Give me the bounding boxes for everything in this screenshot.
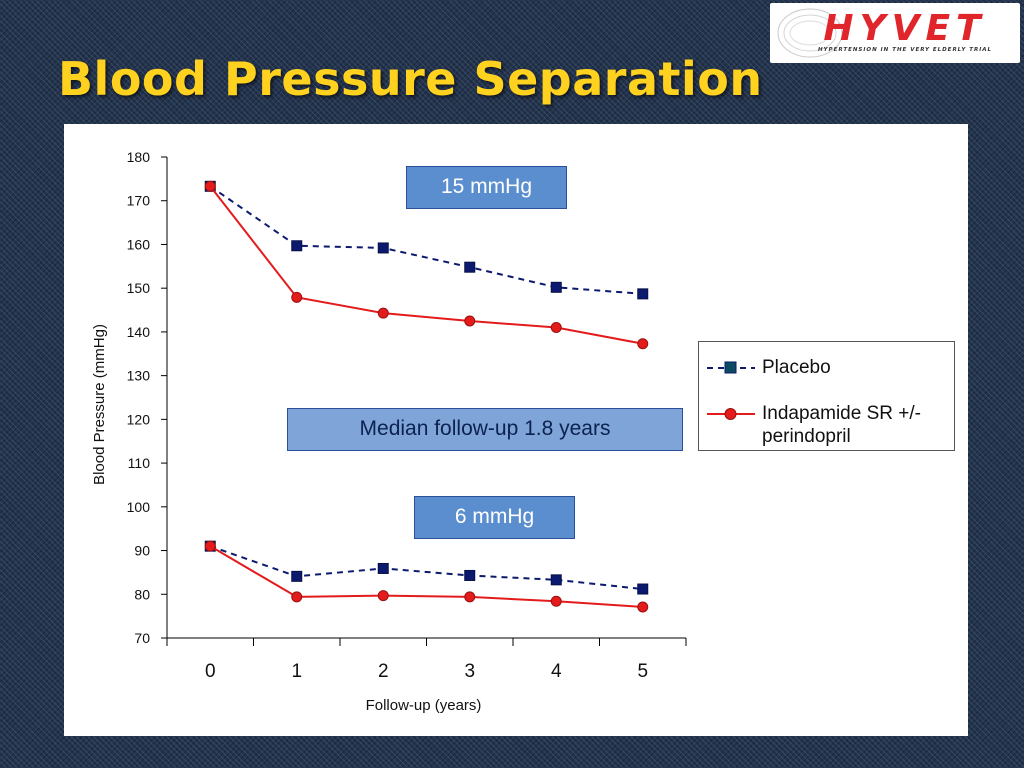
data-point-placebo-systolic [464,261,476,273]
y-tick-label: 80 [134,586,150,602]
y-axis-label: Blood Pressure (mmHg) [91,324,108,485]
x-tick-label: 2 [378,661,389,682]
data-point-indapamide-systolic [637,338,649,350]
y-tick-label: 90 [134,543,150,559]
data-point-placebo-diastolic [464,569,476,581]
series-line-indapamide-diastolic [209,545,643,608]
data-point-placebo-diastolic [637,583,649,595]
median-followup-callout: Median follow-up 1.8 years [287,408,683,451]
series-line-indapamide-systolic [209,185,643,345]
data-point-placebo-systolic [637,288,649,300]
slide-title: Blood Pressure Separation [58,52,763,106]
data-point-indapamide-systolic [377,307,389,319]
y-tick-label: 120 [127,411,151,427]
data-point-placebo-systolic [291,240,303,252]
y-tick-label: 140 [127,324,151,340]
y-tick-label: 110 [128,455,151,471]
legend-symbol-placebo-icon [707,361,755,374]
data-point-indapamide-diastolic [377,590,389,602]
x-axis-label: Follow-up (years) [366,697,482,714]
y-tick-label: 160 [127,236,151,252]
x-tick-label: 0 [205,661,216,682]
legend-label-placebo: Placebo [762,357,831,378]
y-tick-label: 170 [127,193,151,209]
data-point-indapamide-diastolic [464,591,476,603]
logo-tagline: HYPERTENSION IN THE VERY ELDERLY TRIAL [817,47,993,53]
diastolic-difference-callout: 6 mmHg [414,496,575,539]
y-tick-label: 180 [127,149,151,165]
bp-line-chart: 70 80 90 100 110 120 130 140 150 160 170 180 0 1 2 3 4 5 F… [91,149,687,714]
legend-label-indapamide: Indapamide SR +/- perindopril [762,403,921,447]
data-point-indapamide-systolic [291,291,303,303]
y-tick-label: 70 [134,630,150,646]
x-tick-label: 1 [291,661,302,682]
data-point-placebo-diastolic [550,574,562,586]
y-tick-label: 130 [127,368,151,384]
data-point-indapamide-diastolic [550,595,562,607]
data-point-indapamide-diastolic [204,540,216,552]
data-point-indapamide-diastolic [637,601,649,613]
y-tick-label: 100 [127,499,151,515]
logo-text: HYVET [823,8,987,49]
data-point-indapamide-systolic [464,315,476,327]
data-point-placebo-diastolic [291,570,303,582]
legend-symbol-indapamide-icon [707,408,755,420]
data-point-indapamide-systolic [204,180,216,192]
data-point-placebo-systolic [377,242,389,254]
data-point-placebo-systolic [550,281,562,293]
data-point-indapamide-diastolic [291,591,303,603]
series-line-placebo-systolic [209,185,643,295]
x-tick-label: 5 [637,661,648,682]
data-point-placebo-diastolic [377,562,389,574]
data-point-indapamide-systolic [550,322,562,334]
chart-panel: 70 80 90 100 110 120 130 140 150 160 170 180 0 1 2 3 4 5 F… [64,124,968,736]
systolic-difference-callout: 15 mmHg [406,166,567,209]
chart-legend: Placebo Indapamide SR +/- perindopril [698,341,955,451]
y-tick-label: 150 [127,280,151,296]
hyvet-logo: HYVET HYPERTENSION IN THE VERY ELDERLY T… [770,3,1020,63]
x-tick-label: 3 [464,661,475,682]
x-tick-label: 4 [551,661,562,682]
logo-swirl-icon [777,8,843,58]
series-line-placebo-diastolic [209,545,643,591]
